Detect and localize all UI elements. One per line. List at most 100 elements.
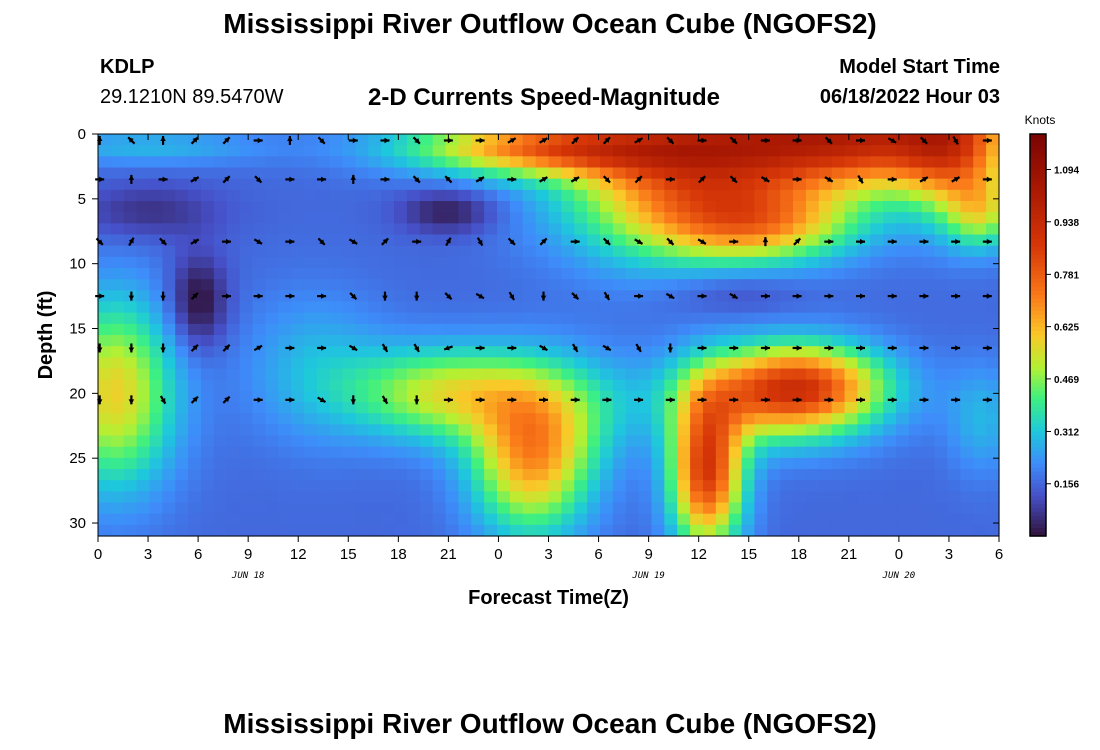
vector-arrow [317,345,327,351]
vector-arrow [380,176,390,183]
vector-arrow [253,137,263,144]
vector-arrow [317,293,327,299]
vector-arrow [380,137,390,144]
vector-arrow [445,237,452,247]
date-label: JUN 18 [231,571,265,581]
vector-arrow [412,136,421,145]
x-tick-label: 12 [290,546,307,563]
vector-arrow [222,175,231,184]
vector-arrow [128,291,135,301]
vector-arrow [222,136,231,145]
y-tick-label: 10 [69,256,86,273]
vector-arrow [729,397,739,403]
model-start-value: 06/18/2022 Hour 03 [819,86,1000,108]
vector-arrow [222,395,231,404]
vector-arrow [982,137,992,144]
y-axis-title: Depth (ft) [35,291,57,380]
y-tick-label: 0 [78,126,86,143]
vector-arrow [571,343,579,353]
vector-arrow [412,238,422,245]
vector-arrow [824,345,834,351]
vector-arrow [507,397,517,403]
vector-arrow [697,397,707,403]
vector-arrow [602,397,612,403]
x-tick-label: 6 [995,546,1003,563]
station-id: KDLP [100,56,155,78]
vector-arrow [128,237,135,247]
vector-arrow [919,345,929,351]
vector-arrow [982,238,992,245]
vector-arrow [253,238,263,245]
vector-arrow [697,238,707,245]
footer-title: Mississippi River Outflow Ocean Cube (NG… [223,708,877,739]
vector-arrow [792,293,802,299]
vector-arrow [381,395,389,405]
date-label: JUN 19 [631,571,665,581]
vector-arrow [539,176,548,183]
x-tick-label: 9 [244,546,252,563]
vector-arrow [856,397,866,403]
x-tick-label: 0 [494,546,502,563]
vector-arrow [760,293,770,299]
vector-arrow [824,238,834,245]
vector-arrow [475,176,485,183]
colorbar-tick-label: 0.938 [1054,218,1079,229]
vector-arrow [951,397,961,403]
vector-arrow [887,293,897,299]
page-title: Mississippi River Outflow Ocean Cube (NG… [223,8,877,39]
vector-arrow [349,292,358,301]
vector-arrow [951,293,961,299]
vector-arrow [285,238,295,245]
vector-arrow [444,292,453,301]
vector-arrow [348,137,358,144]
vector-arrow [160,291,166,301]
vector-arrow [570,397,580,403]
vector-arrow [221,293,231,299]
x-axis: 0 3 6 9 12 15 18 21 0 3 6 9 12 15 18 21 0 3 6 JUN 18 JUN 19 J… [94,134,1003,581]
vector-arrow [887,176,897,183]
vector-arrow [443,397,453,403]
plot-subtitle: 2-D Currents Speed-Magnitude [368,84,721,111]
vector-arrow [634,175,643,184]
vector-arrow [635,343,642,353]
vector-arrow [665,397,675,403]
vector-arrow [792,176,802,183]
vector-arrow [95,176,105,183]
vector-arrow [857,174,864,184]
x-tick-label: 3 [945,546,953,563]
vector-arrow [507,345,517,351]
vector-arrow [254,175,263,184]
vector-arrow [792,345,802,351]
vector-arrow [856,137,866,144]
vector-arrow [919,136,928,145]
vector-arrow [919,176,929,183]
vector-arrow [760,397,770,403]
vector-arrow [571,292,580,301]
vector-arrow [982,397,992,403]
vector-arrow [634,397,644,403]
y-axis: 0 5 10 15 20 25 30 [69,126,999,532]
colorbar-tick-label: 0.156 [1054,480,1079,491]
vector-arrow [253,293,263,299]
colorbar-tick-label: 0.312 [1054,427,1079,438]
x-tick-label: 6 [194,546,202,563]
model-start-label: Model Start Time [839,56,1000,78]
vector-arrow [540,291,547,301]
vector-arrow [856,293,866,299]
vector-arrow [350,174,357,184]
vector-arrow [381,343,389,353]
vector-arrow [287,135,293,145]
vector-arrow [856,345,866,351]
vector-arrow [634,293,644,299]
vector-arrow [382,291,388,301]
vector-arrow [539,137,548,144]
vector-arrow [982,345,992,351]
vector-arrow [253,344,263,352]
vector-arrow [475,137,485,144]
x-tick-label: 18 [790,546,807,563]
y-tick-label: 20 [69,385,86,402]
vector-arrow [475,292,485,300]
vector-arrow [190,176,200,183]
vector-arrow [476,237,484,247]
